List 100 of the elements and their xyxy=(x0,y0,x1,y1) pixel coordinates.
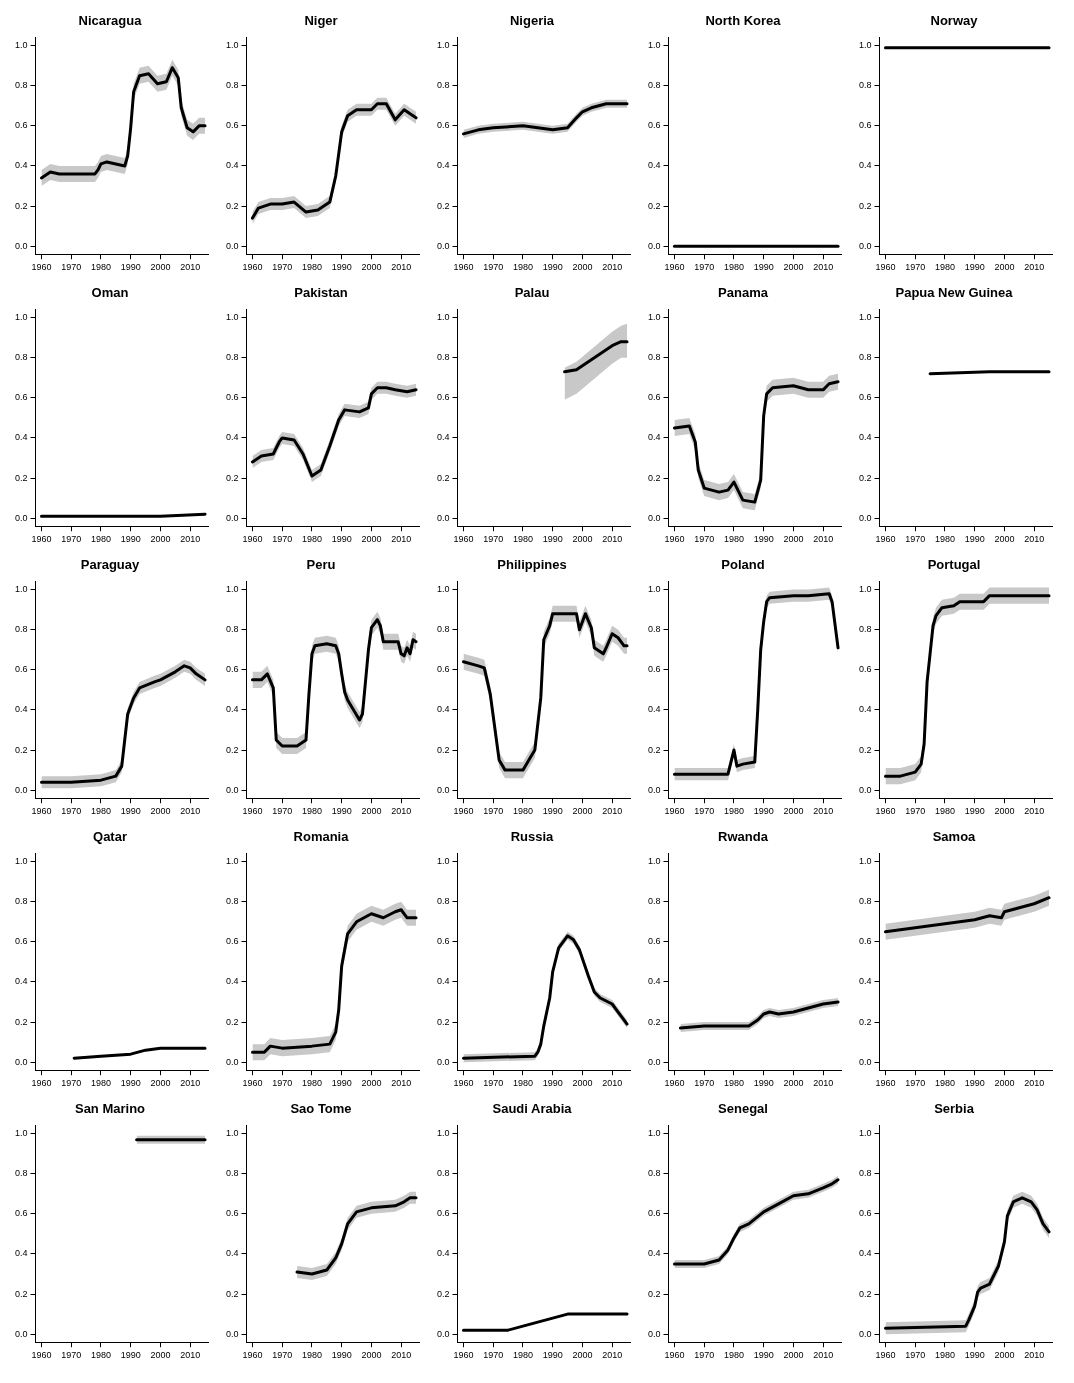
x-tick-label: 2010 xyxy=(180,534,201,545)
x-tick-label: 1970 xyxy=(905,262,926,273)
y-tick-label: 0.2 xyxy=(859,744,872,755)
x-tick-label: 2010 xyxy=(813,1078,834,1089)
y-tick-label: 0.0 xyxy=(15,240,28,251)
chart-title: San Marino xyxy=(74,1101,146,1117)
y-tick-label: 0.4 xyxy=(15,976,28,987)
y-tick-label: 0.6 xyxy=(437,392,450,403)
x-tick-label: 1960 xyxy=(31,1350,52,1361)
x-tick-label: 2000 xyxy=(994,534,1015,545)
x-tick-label: 1960 xyxy=(875,534,896,545)
y-tick-label: 0.4 xyxy=(648,160,661,171)
y-tick-label: 0.4 xyxy=(437,1248,450,1259)
y-tick-label: 0.0 xyxy=(226,240,239,251)
y-tick-label: 0.2 xyxy=(859,200,872,211)
x-tick-label: 2000 xyxy=(361,806,382,817)
x-tick-label: 2000 xyxy=(150,1350,171,1361)
x-tick-label: 2000 xyxy=(361,534,382,545)
y-tick-label: 0.8 xyxy=(648,352,661,363)
x-tick-label: 1960 xyxy=(242,534,263,545)
chart-title: Portugal xyxy=(927,557,981,573)
y-tick-label: 0.0 xyxy=(15,512,28,523)
chart-title: Panama xyxy=(718,285,769,301)
x-tick-label: 1980 xyxy=(723,806,744,817)
y-tick-label: 0.2 xyxy=(226,1288,239,1299)
y-tick-label: 0.8 xyxy=(648,80,661,91)
y-tick-label: 1.0 xyxy=(648,1128,661,1139)
x-tick-label: 2000 xyxy=(572,262,593,273)
y-tick-label: 1.0 xyxy=(437,312,450,323)
x-tick-label: 2000 xyxy=(783,806,804,817)
x-tick-label: 1990 xyxy=(120,262,141,273)
x-tick-label: 1990 xyxy=(120,806,141,817)
y-tick-label: 0.8 xyxy=(648,1168,661,1179)
x-tick-label: 1990 xyxy=(964,806,985,817)
x-tick-label: 1990 xyxy=(542,534,563,545)
x-tick-label: 1960 xyxy=(875,1350,896,1361)
x-tick-label: 1970 xyxy=(483,262,504,273)
y-tick-label: 0.0 xyxy=(859,240,872,251)
x-tick-label: 1970 xyxy=(272,1350,293,1361)
x-tick-label: 2010 xyxy=(180,1350,201,1361)
y-tick-label: 1.0 xyxy=(648,584,661,595)
x-tick-label: 2010 xyxy=(813,1350,834,1361)
y-tick-label: 1.0 xyxy=(859,856,872,867)
x-tick-label: 1990 xyxy=(120,1078,141,1089)
x-tick-label: 2010 xyxy=(813,534,834,545)
chart-title: Niger xyxy=(304,13,338,29)
x-tick-label: 1980 xyxy=(934,1078,955,1089)
x-tick-label: 1980 xyxy=(934,806,955,817)
x-tick-label: 2010 xyxy=(1024,1078,1045,1089)
y-tick-label: 0.0 xyxy=(15,784,28,795)
x-tick-label: 1960 xyxy=(453,806,474,817)
y-tick-label: 0.4 xyxy=(226,704,239,715)
x-tick-label: 1980 xyxy=(90,1350,111,1361)
x-tick-label: 1970 xyxy=(905,534,926,545)
x-tick-label: 1970 xyxy=(483,1350,504,1361)
y-tick-label: 0.2 xyxy=(648,1016,661,1027)
x-tick-label: 1960 xyxy=(664,534,685,545)
y-tick-label: 0.2 xyxy=(15,744,28,755)
y-tick-label: 0.6 xyxy=(15,936,28,947)
x-tick-label: 1980 xyxy=(90,534,111,545)
y-tick-label: 0.2 xyxy=(437,1288,450,1299)
y-tick-label: 0.2 xyxy=(648,744,661,755)
y-tick-label: 0.8 xyxy=(859,352,872,363)
y-tick-label: 0.0 xyxy=(859,512,872,523)
x-tick-label: 2000 xyxy=(572,806,593,817)
y-tick-label: 0.2 xyxy=(226,200,239,211)
chart-title: Senegal xyxy=(718,1101,768,1117)
y-tick-label: 0.6 xyxy=(859,1208,872,1219)
x-tick-label: 1960 xyxy=(31,806,52,817)
x-tick-label: 1990 xyxy=(753,534,774,545)
x-tick-label: 2000 xyxy=(572,1350,593,1361)
x-tick-label: 2000 xyxy=(361,1078,382,1089)
x-tick-label: 1960 xyxy=(664,1078,685,1089)
y-tick-label: 0.6 xyxy=(859,120,872,131)
x-tick-label: 2000 xyxy=(994,1078,1015,1089)
x-tick-label: 2010 xyxy=(1024,534,1045,545)
x-tick-label: 1970 xyxy=(61,806,82,817)
x-tick-label: 1960 xyxy=(453,262,474,273)
y-tick-label: 1.0 xyxy=(859,312,872,323)
y-tick-label: 1.0 xyxy=(859,40,872,51)
x-tick-label: 2010 xyxy=(602,1350,623,1361)
x-tick-label: 1970 xyxy=(272,1078,293,1089)
x-tick-label: 1980 xyxy=(90,262,111,273)
y-tick-label: 1.0 xyxy=(648,856,661,867)
x-tick-label: 1990 xyxy=(542,1078,563,1089)
x-tick-label: 2000 xyxy=(572,534,593,545)
x-tick-label: 1980 xyxy=(723,262,744,273)
y-tick-label: 0.8 xyxy=(859,1168,872,1179)
x-tick-label: 2000 xyxy=(994,1350,1015,1361)
x-tick-label: 1960 xyxy=(31,534,52,545)
x-tick-label: 2010 xyxy=(180,1078,201,1089)
x-tick-label: 1960 xyxy=(242,1350,263,1361)
y-tick-label: 0.4 xyxy=(15,1248,28,1259)
y-tick-label: 0.0 xyxy=(648,1056,661,1067)
x-tick-label: 1960 xyxy=(31,1078,52,1089)
x-tick-label: 1960 xyxy=(875,262,896,273)
y-tick-label: 0.6 xyxy=(15,120,28,131)
x-tick-label: 1980 xyxy=(723,534,744,545)
x-tick-label: 2000 xyxy=(150,806,171,817)
y-tick-label: 0.2 xyxy=(226,472,239,483)
